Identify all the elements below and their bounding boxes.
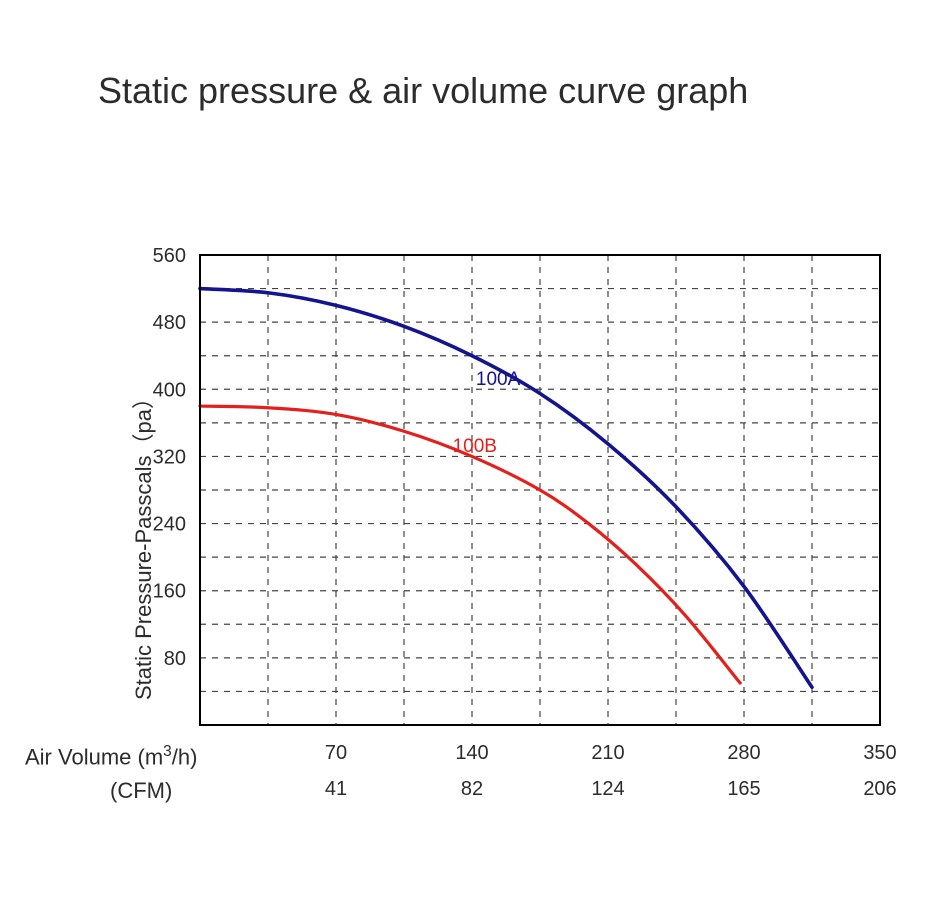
x-tick-label-cfm: 206 [863, 778, 896, 800]
x-tick-label-m3h: 140 [455, 742, 488, 764]
series-label-100B: 100B [453, 436, 497, 457]
x-tick-label-m3h: 350 [863, 742, 896, 764]
series-label-100A: 100A [476, 369, 521, 390]
y-tick-label: 320 [153, 446, 186, 468]
x-tick-label-cfm: 165 [727, 778, 760, 800]
y-tick-label: 400 [153, 379, 186, 401]
y-tick-label: 560 [153, 245, 186, 267]
y-tick-label: 160 [153, 581, 186, 603]
chart-plot: 80 160 240 320 400 480 560 70 41 140 82 210 124 280 16… [0, 0, 928, 905]
x-tick-label-m3h: 280 [727, 742, 760, 764]
x-tick-label-cfm: 82 [461, 778, 483, 800]
y-tick-label: 480 [153, 312, 186, 334]
x-tick-label-m3h: 70 [325, 742, 347, 764]
x-tick-label-cfm: 124 [591, 778, 624, 800]
x-tick-label-m3h: 210 [591, 742, 624, 764]
y-tick-label: 80 [164, 648, 186, 670]
y-tick-label: 240 [153, 514, 186, 536]
x-tick-label-cfm: 41 [325, 778, 347, 800]
